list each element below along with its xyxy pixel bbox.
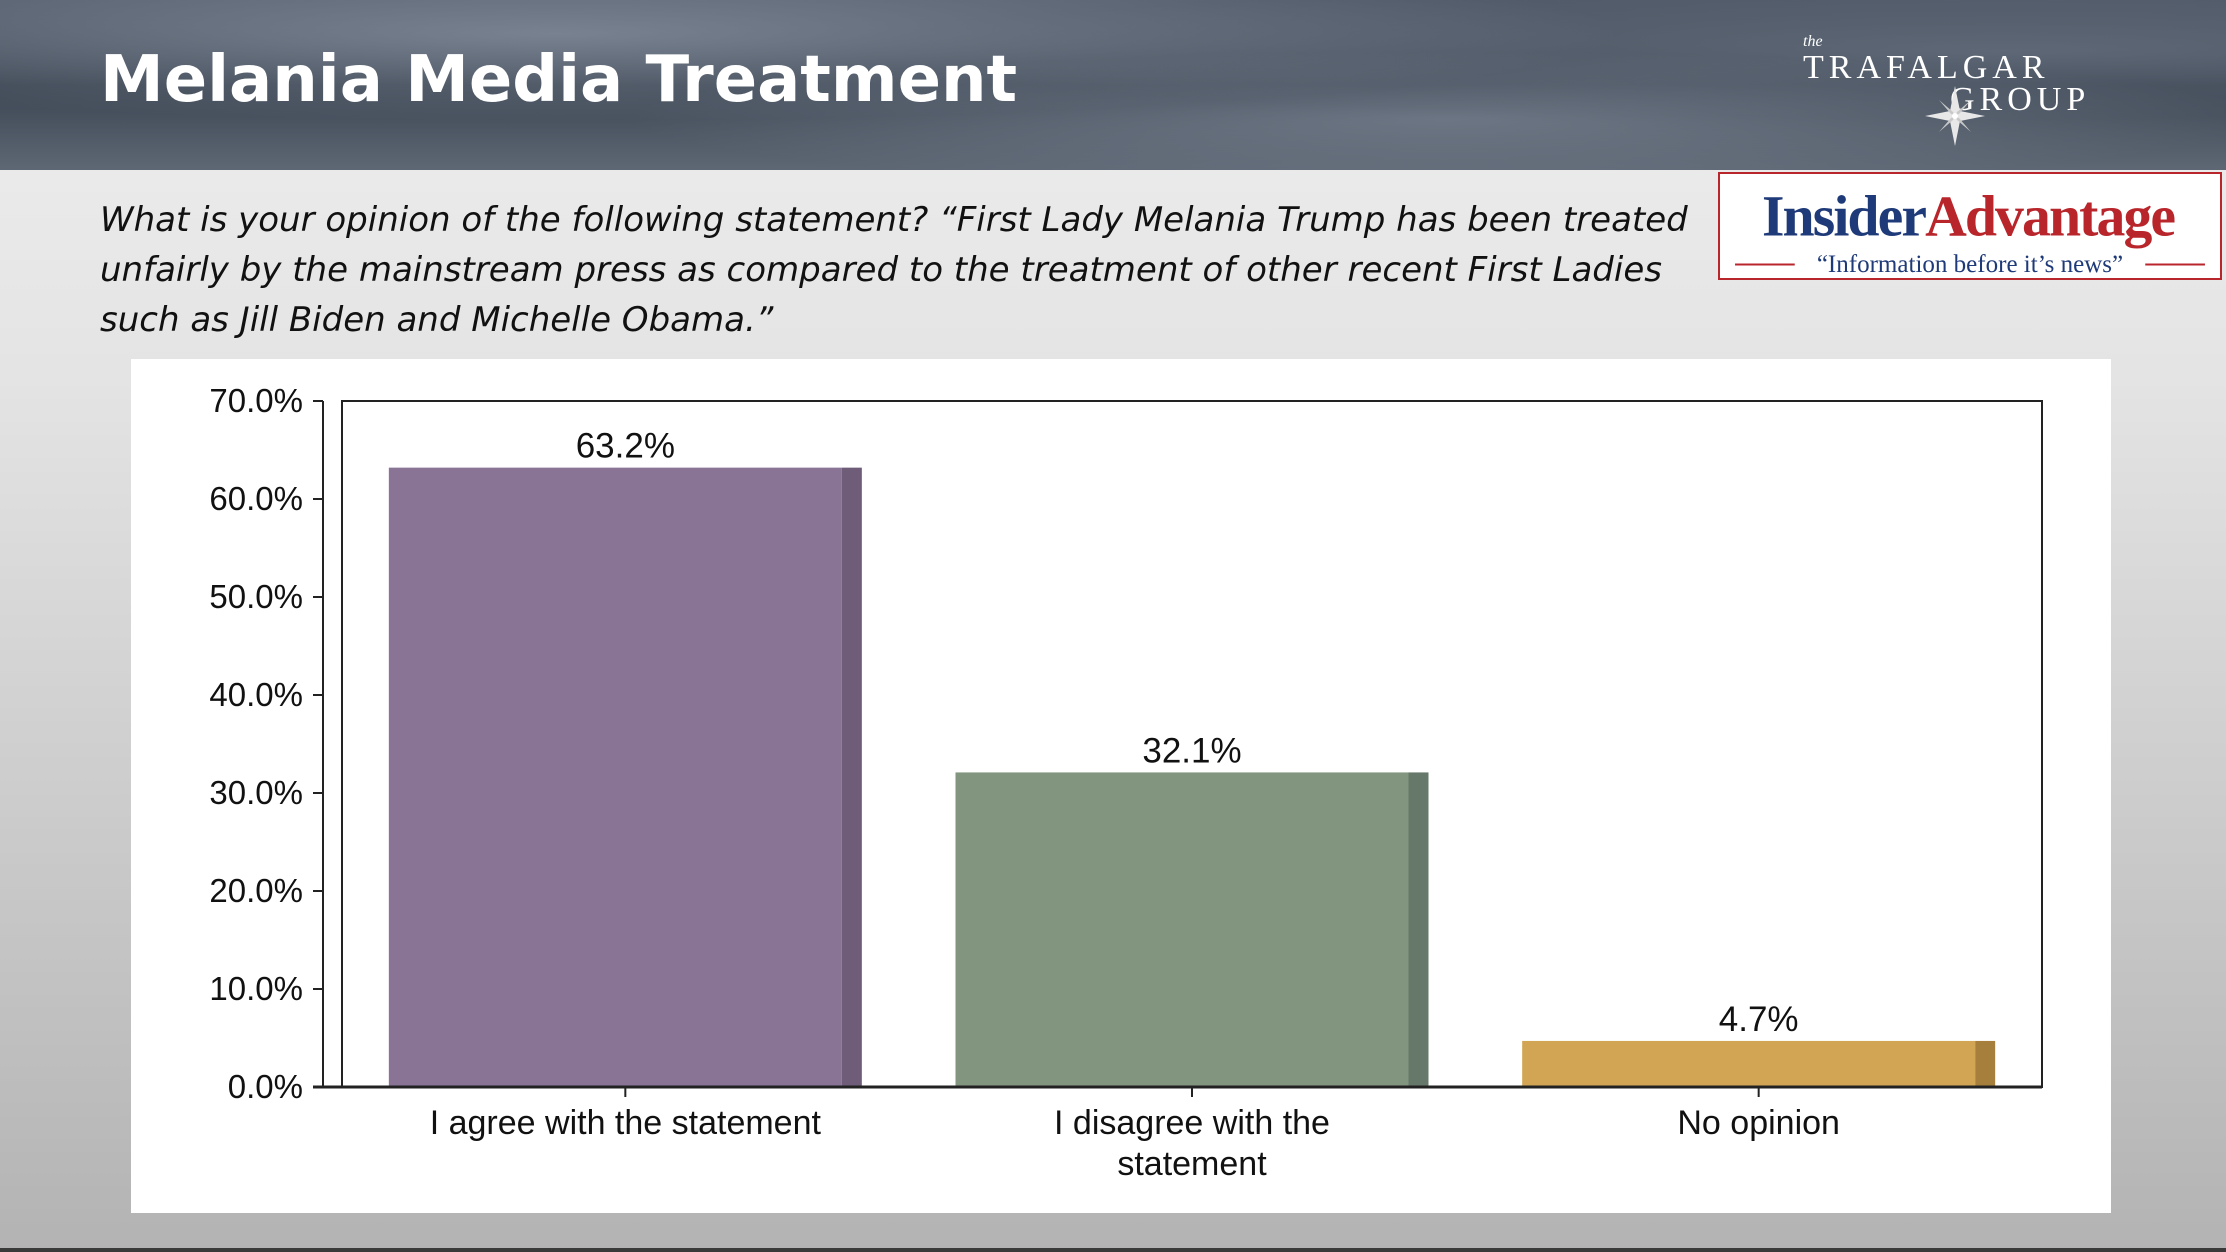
trafalgar-logo-the: the — [1803, 33, 1823, 50]
y-tick-label: 30.0% — [209, 774, 303, 811]
x-tick-label: I disagree with the — [1054, 1104, 1330, 1142]
y-tick-label: 10.0% — [209, 970, 303, 1007]
x-tick-label: No opinion — [1677, 1104, 1840, 1142]
bar-shade — [1975, 1040, 1996, 1087]
bar — [955, 772, 1409, 1087]
bottom-border — [0, 1248, 2226, 1252]
data-label: 4.7% — [1719, 1000, 1799, 1039]
bar — [388, 467, 842, 1087]
y-tick-label: 70.0% — [209, 382, 303, 419]
y-tick-label: 20.0% — [209, 872, 303, 909]
bar-shade — [1408, 772, 1429, 1087]
bar — [1522, 1040, 1976, 1087]
y-tick-label: 50.0% — [209, 578, 303, 615]
trafalgar-logo-group: GROUP — [1950, 81, 2090, 118]
insider-logo-part2: Advantage — [1925, 186, 2175, 249]
svg-text:InsiderAdvantage: InsiderAdvantage — [1762, 186, 2175, 249]
insider-advantage-logo: InsiderAdvantage “Information before it’… — [1718, 172, 2222, 280]
bar-chart: 0.0% 10.0% 20.0% 30.0% 40.0% 50.0% 60.0% 70.0% 6… — [209, 382, 2043, 1183]
data-label: 63.2% — [576, 427, 675, 466]
y-tick-label: 60.0% — [209, 480, 303, 517]
insider-logo-part1: Insider — [1762, 186, 1926, 249]
header-banner: Melania Media Treatment the TRAFALGAR GR… — [0, 0, 2226, 170]
y-tick-label: 0.0% — [228, 1068, 303, 1105]
y-tick-label: 40.0% — [209, 676, 303, 713]
trafalgar-group-logo: the TRAFALGAR GROUP — [1803, 33, 2090, 146]
data-label: 32.1% — [1142, 731, 1241, 770]
page-title: Melania Media Treatment — [100, 43, 1018, 117]
chart-panel: 0.0% 10.0% 20.0% 30.0% 40.0% 50.0% 60.0% 70.0% 6… — [131, 359, 2111, 1213]
trafalgar-logo-name: TRAFALGAR — [1803, 49, 2050, 86]
survey-question: What is your opinion of the following st… — [100, 200, 1688, 340]
x-tick-label: I agree with the statement — [430, 1104, 822, 1142]
insider-logo-tagline: “Information before it’s news” — [1817, 251, 2123, 278]
compass-star-icon — [1925, 86, 1985, 146]
x-tick-label: statement — [1117, 1145, 1267, 1183]
bar-shade — [841, 467, 862, 1087]
